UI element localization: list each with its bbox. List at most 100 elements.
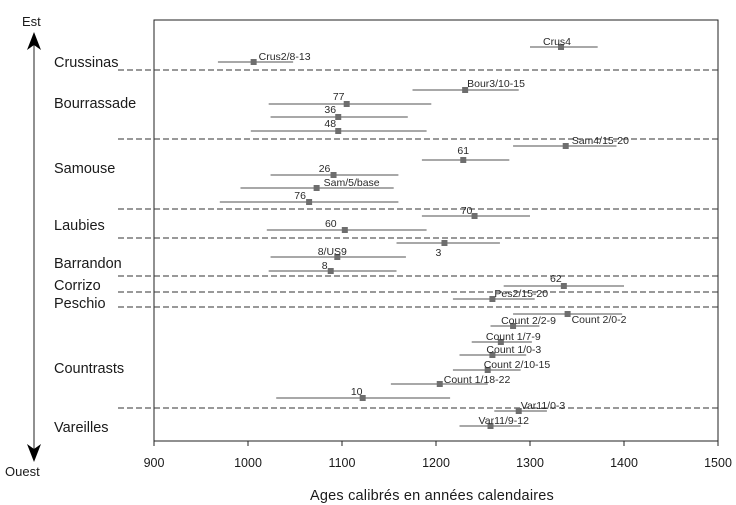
date-range: Count 2/0-2 xyxy=(513,311,627,326)
date-range: 8/US9 xyxy=(270,246,406,260)
site-separators xyxy=(118,69,718,409)
sample-label: 61 xyxy=(457,145,469,157)
plot-frame xyxy=(153,19,719,442)
date-range: 26 xyxy=(270,163,399,178)
median-marker xyxy=(327,268,334,274)
site-labels: Crussinas Bourrassade Samouse Laubies Barran… xyxy=(54,55,136,436)
date-range: 10 xyxy=(276,386,451,401)
median-marker xyxy=(436,381,443,387)
site-label: Barrandon xyxy=(54,256,122,272)
median-marker xyxy=(313,185,320,191)
sample-label: Count 2/10-15 xyxy=(484,359,551,371)
x-tick-label: 1100 xyxy=(329,456,356,470)
median-marker xyxy=(558,44,565,50)
date-range: Count 1/18-22 xyxy=(390,374,511,387)
x-tick-label: 1200 xyxy=(422,456,450,470)
sample-label: Count 1/18-22 xyxy=(444,374,511,386)
median-marker xyxy=(334,254,341,260)
median-marker xyxy=(489,296,496,302)
date-range: 62 xyxy=(503,273,624,289)
direction-top-label: Est xyxy=(22,14,41,29)
date-range: Count 1/7-9 xyxy=(471,331,541,345)
sample-label: 62 xyxy=(550,273,562,285)
x-axis-label: Ages calibrés en années calendaires xyxy=(310,488,554,504)
site-label: Samouse xyxy=(54,161,115,177)
date-range: 60 xyxy=(266,218,427,233)
sample-label: 26 xyxy=(319,163,331,175)
median-marker xyxy=(343,101,350,107)
site-label: Bourrassade xyxy=(54,96,136,112)
site-label: Laubies xyxy=(54,218,105,234)
median-marker xyxy=(335,128,342,134)
median-marker xyxy=(359,395,366,401)
sample-label: Crus4 xyxy=(543,36,571,48)
sample-label: 36 xyxy=(324,104,336,116)
median-marker xyxy=(515,408,522,414)
x-tick-label: 1300 xyxy=(516,456,544,470)
median-marker xyxy=(330,172,337,178)
sample-label: Crus2/8-13 xyxy=(259,51,311,63)
x-tick-label: 1000 xyxy=(234,456,262,470)
sample-label: Count 2/2-9 xyxy=(501,315,556,327)
site-label: Corrizo xyxy=(54,278,101,294)
median-marker xyxy=(441,240,448,246)
sample-label: 70 xyxy=(461,205,473,217)
date-range: Pes2/15-20 xyxy=(452,288,548,302)
median-marker xyxy=(487,423,494,429)
median-marker xyxy=(462,87,469,93)
date-range: Crus4 xyxy=(530,36,598,50)
date-range: 8 xyxy=(268,260,397,274)
sample-label: Count 1/0-3 xyxy=(486,344,541,356)
median-marker xyxy=(484,367,491,373)
median-marker xyxy=(471,213,478,219)
median-marker xyxy=(250,59,257,65)
sample-label: 77 xyxy=(333,91,345,103)
date-range: Sam4/15-20 xyxy=(513,135,629,149)
median-marker xyxy=(497,339,504,345)
x-tick-label: 1500 xyxy=(704,456,732,470)
sample-label: 10 xyxy=(351,386,363,398)
date-range: Var11/0-3 xyxy=(494,400,565,414)
median-marker xyxy=(341,227,348,233)
date-range: Sam/5/base xyxy=(240,177,394,191)
date-range: Count 2/10-15 xyxy=(452,359,551,373)
sample-label: Sam4/15-20 xyxy=(572,135,629,147)
sample-label: 76 xyxy=(294,190,306,202)
date-range: 48 xyxy=(250,118,427,134)
sample-label: 3 xyxy=(436,247,442,259)
x-tick-label: 1400 xyxy=(610,456,638,470)
median-marker xyxy=(562,143,569,149)
site-label: Peschio xyxy=(54,296,106,312)
date-range: Count 2/2-9 xyxy=(490,315,556,329)
x-axis-ticks: 900 1000 1100 1200 1300 1400 1500 xyxy=(144,441,732,470)
date-range: 70 xyxy=(421,205,530,219)
sample-label: 8 xyxy=(322,260,328,272)
arrow-up-icon xyxy=(27,32,41,50)
median-marker xyxy=(510,323,517,329)
date-range: 36 xyxy=(270,104,408,120)
date-range: 61 xyxy=(421,145,510,163)
site-label: Crussinas xyxy=(54,55,118,71)
median-marker xyxy=(335,114,342,120)
sample-label: Var11/0-3 xyxy=(521,400,566,412)
sample-label: 8/US9 xyxy=(318,246,347,258)
sample-label: Var11/9-12 xyxy=(479,415,530,427)
date-range: 77 xyxy=(268,91,432,107)
date-range: 76 xyxy=(219,190,399,205)
date-range: 3 xyxy=(396,240,500,259)
arrow-down-icon xyxy=(27,444,41,462)
sample-label: 60 xyxy=(325,218,337,230)
sample-label: Bour3/10-15 xyxy=(467,78,525,90)
x-tick-label: 900 xyxy=(144,456,165,470)
median-marker xyxy=(460,157,467,163)
median-marker xyxy=(489,352,496,358)
date-range: Var11/9-12 xyxy=(459,415,530,429)
sample-label: 48 xyxy=(324,118,336,130)
median-marker xyxy=(560,283,567,289)
median-marker xyxy=(306,199,313,205)
site-label: Vareilles xyxy=(54,420,109,436)
site-label: Countrasts xyxy=(54,361,124,377)
date-range: Count 1/0-3 xyxy=(459,344,541,358)
sample-label: Count 1/7-9 xyxy=(486,331,541,343)
